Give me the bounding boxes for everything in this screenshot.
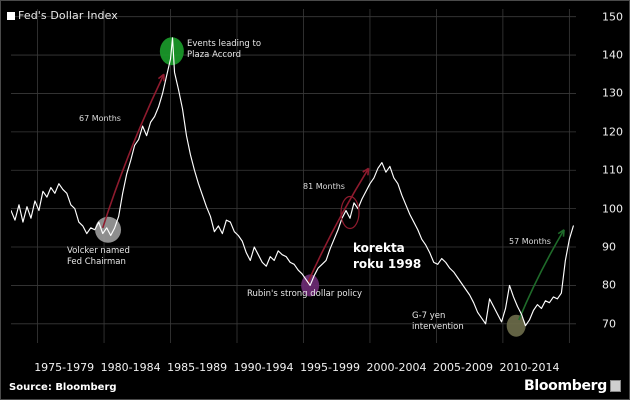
- chart-legend: Fed's Dollar Index: [7, 9, 118, 22]
- x-axis-tick-label: 1975-1979: [34, 361, 95, 374]
- chart-svg: [11, 9, 576, 343]
- annotation-korekta-line2: roku 1998: [353, 257, 422, 272]
- annotation-plaza-accord-line2: Plaza Accord: [187, 50, 242, 61]
- y-axis-tick-label: 110: [602, 163, 623, 177]
- bloomberg-branding: Bloomberg: [524, 378, 621, 394]
- y-axis-tick-label: 70: [602, 317, 616, 331]
- arrow-67-months-head: [157, 73, 165, 82]
- annotation-plaza-accord-line1: Events leading to: [187, 39, 262, 49]
- marker-plaza-accord: [159, 37, 184, 66]
- arrow-81-months-head: [362, 167, 370, 176]
- annotation-months-57: 57 Months: [509, 237, 551, 246]
- y-axis-tick-label: 150: [602, 10, 623, 24]
- y-axis-tick-label: 140: [602, 48, 623, 62]
- arrow-57-months: [518, 229, 565, 321]
- annotation-g7-yen-line1: G-7 yen: [412, 311, 446, 321]
- annotation-g7-yen: G-7 yen intervention: [412, 311, 464, 334]
- source-label: Source: Bloomberg: [9, 382, 117, 393]
- bloomberg-logo-icon: [610, 380, 621, 392]
- x-axis-tick-label: 1985-1989: [167, 361, 228, 374]
- annotation-months-67: 67 Months: [79, 114, 121, 123]
- annotation-months-81: 81 Months: [303, 182, 345, 191]
- y-axis-tick-label: 120: [602, 125, 623, 139]
- y-axis-tick-label: 100: [602, 202, 623, 216]
- x-axis-tick-label: 2000-2004: [366, 361, 427, 374]
- legend-swatch-icon: [7, 11, 15, 20]
- annotation-plaza-accord: Events leading to Plaza Accord: [187, 39, 261, 62]
- annotation-korekta: korekta roku 1998: [353, 240, 421, 272]
- bloomberg-wordmark: Bloomberg: [523, 378, 607, 394]
- marker-g7-yen: [506, 314, 526, 337]
- legend-label: Fed's Dollar Index: [18, 9, 118, 22]
- annotation-g7-yen-line2: intervention: [412, 322, 464, 333]
- annotation-volcker-line1: Volcker named: [67, 246, 130, 256]
- annotation-rubin: Rubin's strong dollar policy: [247, 289, 362, 300]
- arrow-67-months: [101, 73, 165, 229]
- annotation-rubin-line1: Rubin's strong dollar policy: [247, 289, 363, 299]
- x-axis-tick-label: 1990-1994: [233, 361, 294, 374]
- y-axis-tick-label: 80: [602, 278, 616, 292]
- y-axis-tick-label: 130: [602, 86, 623, 100]
- data-line-fed-dollar-index: [11, 37, 574, 327]
- y-axis-tick-label: 90: [602, 240, 616, 254]
- plot-area: [11, 9, 576, 343]
- x-axis-tick-label: 2005-2009: [433, 361, 493, 374]
- x-axis-tick-label: 2010-2014: [499, 361, 560, 374]
- annotation-volcker: Volcker named Fed Chairman: [67, 246, 130, 269]
- annotation-korekta-line1: korekta: [353, 241, 405, 255]
- annotation-volcker-line2: Fed Chairman: [67, 257, 126, 268]
- gridlines: [11, 16, 576, 325]
- arrow-57-months-head: [557, 229, 565, 237]
- x-axis-tick-label: 1995-1999: [300, 361, 361, 374]
- arrow-81-months: [306, 167, 370, 284]
- x-axis-tick-label: 1980-1984: [100, 361, 161, 374]
- marker-korekta-1998: [340, 195, 360, 230]
